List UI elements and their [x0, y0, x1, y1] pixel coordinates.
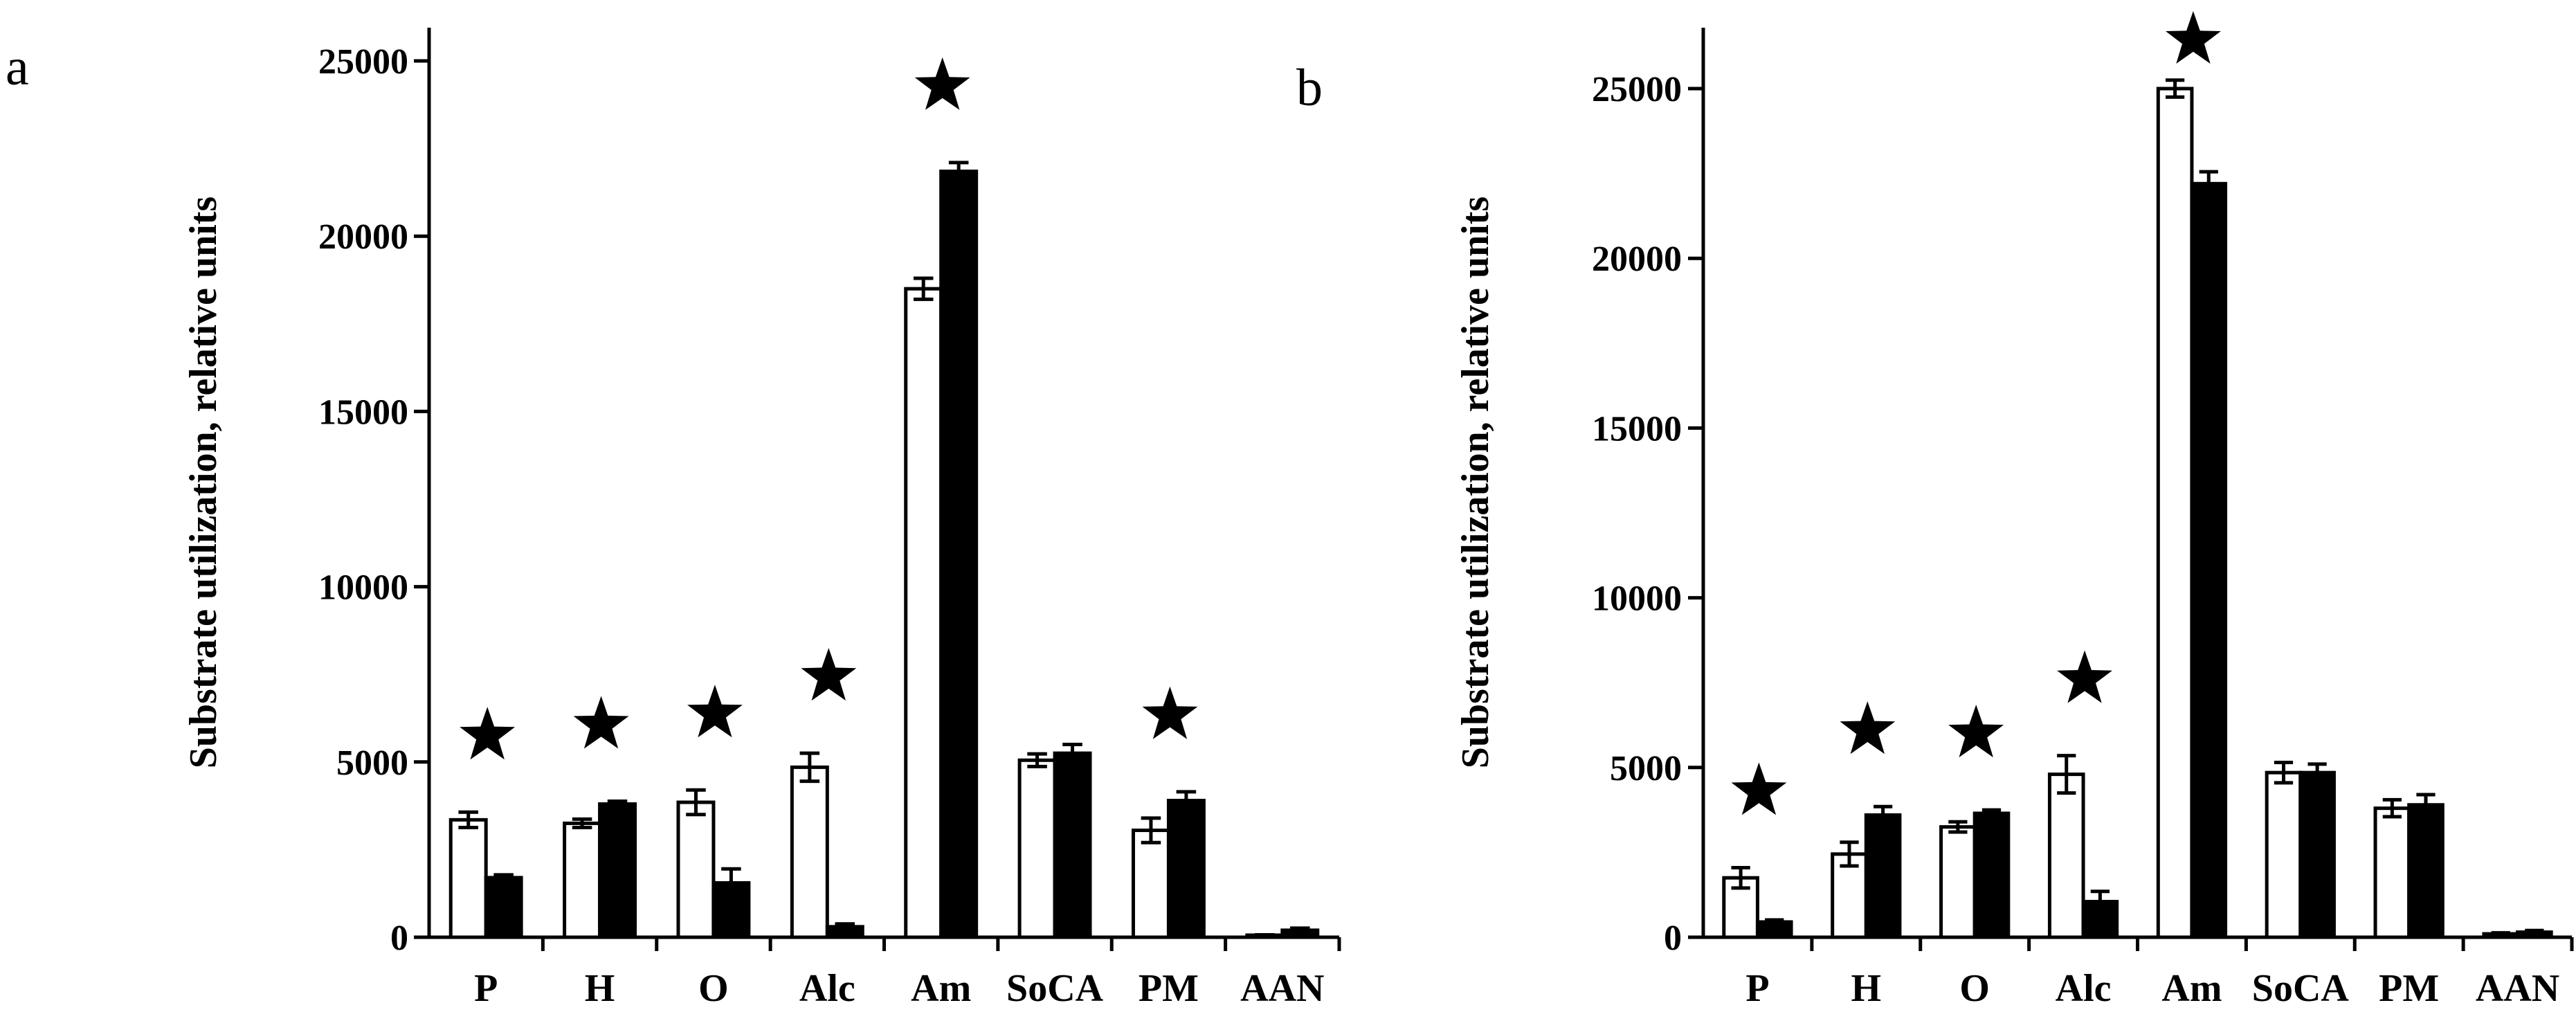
bar: [1053, 751, 1092, 939]
bar: [2190, 181, 2228, 939]
y-tick-label: 0: [390, 919, 408, 958]
x-tick-label: PM: [2379, 967, 2439, 1010]
significance-star: [1840, 701, 1896, 755]
x-tick-label: AAN: [1240, 967, 1324, 1010]
bar: [448, 817, 488, 939]
y-axis-label: Substrate utilization, relative units: [1454, 197, 1497, 769]
bar: [2156, 87, 2194, 939]
bar: [1131, 829, 1170, 939]
y-tick-label: 0: [1664, 919, 1682, 958]
significance-star: [460, 707, 516, 760]
x-tick-label: P: [474, 967, 498, 1010]
significance-star: [1948, 705, 2004, 758]
chart-panel-b: 0 5000 10000 15000 20000 25000 Substrate utili…: [1296, 11, 2574, 1010]
y-axis-label: Substrate utilization, relative units: [182, 197, 225, 769]
bar: [563, 821, 602, 939]
y-tick-label: 5000: [336, 743, 408, 783]
chart-panel-a: 0 5000 10000 15000 20000 25000 Substrate utili…: [6, 28, 1341, 1010]
bar: [939, 170, 979, 939]
y-tick-label: 25000: [318, 42, 408, 82]
x-tick-label: P: [1745, 967, 1769, 1010]
bar: [2373, 806, 2411, 939]
x-tick-label: PM: [1139, 967, 1199, 1010]
panel-letter: b: [1296, 59, 1323, 117]
panel-letter: a: [6, 38, 29, 96]
bar: [2298, 770, 2336, 939]
bar: [598, 802, 637, 939]
y-tick-label: 15000: [1592, 409, 1682, 449]
bar: [1864, 813, 1902, 939]
y-tick-label: 25000: [1592, 70, 1682, 109]
x-tick-label: H: [1851, 967, 1882, 1010]
x-tick-label: SoCA: [1006, 967, 1104, 1010]
x-tick-label: Am: [2161, 967, 2222, 1010]
significance-star: [687, 685, 743, 738]
bar: [904, 287, 943, 939]
bar: [676, 800, 716, 939]
y-tick-label: 20000: [1592, 240, 1682, 279]
bar: [1017, 758, 1057, 939]
significance-star: [801, 648, 857, 701]
y-tick-label: 10000: [1592, 579, 1682, 619]
significance-star: [573, 696, 629, 749]
x-tick-label: SoCA: [2252, 967, 2350, 1010]
y-tick-label: 15000: [318, 392, 408, 432]
x-tick-label: O: [698, 967, 729, 1010]
y-tick-label: 10000: [318, 568, 408, 608]
bar: [790, 765, 829, 939]
x-tick-label: AAN: [2476, 967, 2559, 1010]
bar: [484, 876, 523, 939]
bar: [2265, 770, 2303, 939]
significance-star: [2166, 11, 2221, 64]
significance-star: [914, 57, 970, 110]
x-tick-label: H: [585, 967, 615, 1010]
y-tick-label: 5000: [1610, 749, 1682, 788]
x-tick-label: O: [1959, 967, 1990, 1010]
bar: [2407, 803, 2445, 939]
bar: [2047, 772, 2085, 939]
x-tick-label: Am: [911, 967, 971, 1010]
significance-star: [2057, 650, 2112, 703]
x-tick-label: Alc: [2056, 967, 2112, 1010]
significance-star: [1142, 686, 1198, 739]
significance-star: [1731, 762, 1787, 815]
x-tick-label: Alc: [799, 967, 855, 1010]
bar: [1972, 811, 2011, 939]
bar: [1166, 799, 1206, 939]
y-tick-label: 20000: [318, 217, 408, 257]
bar: [1939, 825, 1977, 939]
